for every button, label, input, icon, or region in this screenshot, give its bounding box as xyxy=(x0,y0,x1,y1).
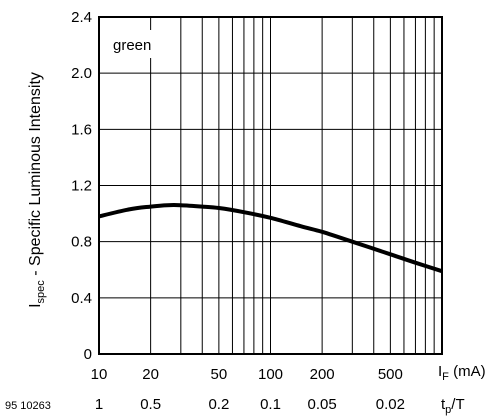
y-axis-label-sub: spec xyxy=(35,280,47,304)
legend-label-green: green xyxy=(113,37,151,54)
grid-lines xyxy=(98,16,443,355)
y-tick-label: 1.6 xyxy=(71,121,92,138)
legend-box xyxy=(105,30,167,58)
y-axis-label-rest: - Specific Luminous Intensity xyxy=(27,72,44,280)
x-axis-label-if-rest: (mA) xyxy=(449,363,486,380)
x-axis-label-tpt: tp/T xyxy=(441,396,465,416)
tpt-tick-label: 0.5 xyxy=(140,396,161,413)
series-line-green xyxy=(98,202,443,274)
tpt-tick-label: 0.02 xyxy=(376,396,405,413)
x-axis-label-tpt-sub: p xyxy=(445,404,451,416)
x-tick-label: 10 xyxy=(91,366,108,383)
x-axis-label-if-sub: F xyxy=(442,371,449,383)
y-tick-label: 0.8 xyxy=(71,234,92,251)
y-axis-label: Ispec - Specific Luminous Intensity xyxy=(27,72,47,308)
y-tick-label: 1.2 xyxy=(71,178,92,195)
x-tick-label: 50 xyxy=(211,366,228,383)
tpt-tick-label: 0.2 xyxy=(208,396,229,413)
y-tick-label: 2.0 xyxy=(71,65,92,82)
x-axis-label-tpt-rest: /T xyxy=(451,396,464,413)
y-tick-label: 2.4 xyxy=(71,9,92,26)
x-tick-label: 200 xyxy=(310,366,335,383)
x-tick-labels: 10 20 50 100 200 500 xyxy=(91,366,403,383)
y-tick-label: 0 xyxy=(84,346,92,363)
x-tick-label: 100 xyxy=(258,366,283,383)
tpt-tick-label: 0.05 xyxy=(308,396,337,413)
tpt-tick-label: 0.1 xyxy=(260,396,281,413)
y-tick-label: 0.4 xyxy=(71,290,92,307)
x-tick-label: 500 xyxy=(378,366,403,383)
y-tick-labels: 0 0.4 0.8 1.2 1.6 2.0 2.4 xyxy=(71,9,92,363)
series-layer xyxy=(98,202,443,274)
y-axis-label-main: I xyxy=(27,303,44,307)
x-axis-label-tpt-main: t xyxy=(441,396,446,413)
plot-frame xyxy=(98,16,443,355)
x-axis-label-if-main: I xyxy=(438,363,442,380)
x-tick-label: 20 xyxy=(142,366,159,383)
tpt-tick-labels: 1 0.5 0.2 0.1 0.05 0.02 xyxy=(95,396,405,413)
figure-id: 95 10263 xyxy=(5,400,51,412)
x-axis-label-if: IF (mA) xyxy=(438,363,486,383)
tpt-tick-label: 1 xyxy=(95,396,103,413)
